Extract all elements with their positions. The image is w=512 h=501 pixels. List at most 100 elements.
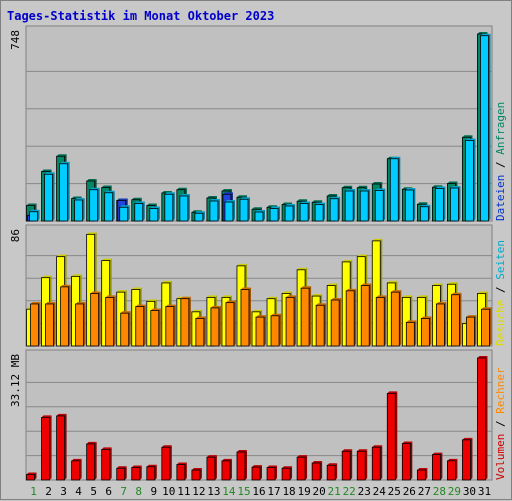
bar-side [350,449,353,480]
bar-seiten-day-24 [375,295,387,347]
bar-face [176,464,186,481]
bar-seiten-day-31 [481,307,492,347]
bar-side [425,468,428,480]
panel-volumen: 33.12 MB Volumen / Rechner [9,349,507,481]
bar-face [389,158,399,222]
bar-volumen-day-18 [281,466,293,481]
bar-face [296,456,306,481]
day-label-5: 5 [90,485,97,498]
bar-seiten-day-26 [405,320,417,347]
bar-face [86,443,96,481]
bar-top [480,33,491,36]
bar-side [232,200,235,221]
bar-top [417,202,428,205]
bar-side [485,356,488,480]
day-label-16: 16 [252,485,265,498]
bar-face [239,198,249,222]
bar-face [74,199,84,222]
bar-side [154,464,157,480]
bar-face [240,289,250,347]
bar-volumen-day-27 [416,468,428,481]
bar-side [335,463,338,480]
day-label-17: 17 [267,485,280,498]
bar-side [489,307,492,346]
bar-side [244,450,247,480]
bar-face [450,187,459,222]
bar-volumen-day-25 [386,391,398,481]
bar-volumen-day-4 [71,458,82,481]
bar-seiten-day-9 [150,308,161,347]
bar-top [119,205,130,208]
day-label-11: 11 [177,485,190,498]
bar-volumen-day-1 [26,472,37,481]
bar-face [356,450,366,481]
bar-top [256,315,266,318]
bar-face [451,294,460,347]
bar-side [214,455,217,480]
bar-seiten-day-4 [75,301,86,347]
bar-volumen-day-3 [56,413,67,481]
bar-top [330,196,341,199]
bar-top [297,455,308,458]
bar-top [345,189,356,191]
bar-side [309,286,312,346]
legend-separator: / [494,414,507,434]
bar-dateien-day-18 [284,204,296,222]
bar-side [217,199,220,221]
day-label-24: 24 [373,485,387,498]
bar-side [308,201,311,221]
bar-side [248,287,251,346]
bar-volumen-day-21 [326,463,338,481]
bar-top [447,458,458,461]
bar-top [195,316,206,319]
bar-face [224,201,234,222]
bar-top [194,211,205,214]
day-label-13: 13 [207,485,220,498]
bar-face [119,206,129,222]
bar-top [71,458,82,461]
y-max-label: 748 [9,30,22,50]
bar-top [375,188,386,191]
bar-face [104,192,114,222]
bar-top [59,161,70,164]
bar-side [38,301,41,346]
bar-top [405,188,416,190]
bar-top [30,301,41,304]
bar-side [365,449,368,480]
bar-top [481,307,492,310]
bar-face [44,173,53,222]
bar-top [271,313,282,316]
bar-top [146,299,157,302]
bar-face [30,303,39,347]
bar-face [191,469,201,481]
bar-top [101,185,112,188]
day-label-2: 2 [45,485,52,498]
bar-top [206,455,217,458]
day-label-8: 8 [135,485,142,498]
chart-title: Tages-Statistik im Monat Oktober 2023 [7,9,274,23]
day-label-27: 27 [418,485,431,498]
bar-side [247,197,250,221]
bar-dateien-day-20 [314,202,326,222]
bar-top [120,311,131,314]
bar-volumen-day-7 [116,466,127,481]
bar-side [473,138,476,221]
day-label-28: 28 [433,485,446,498]
bar-side [188,296,191,346]
bar-seiten-day-7 [120,311,131,347]
day-label-7: 7 [120,485,127,498]
bar-top [447,181,458,184]
bar-top [327,194,338,196]
bar-dateien-day-10 [164,192,175,222]
bar-top [240,287,251,290]
day-label-14: 14 [222,485,236,498]
bar-top [297,267,308,270]
bar-top [447,282,458,285]
bar-face [254,211,264,222]
bar-top [221,189,232,191]
bar-seiten-day-12 [195,316,206,347]
bar-face [135,306,145,347]
bar-top [252,309,262,312]
bar-seiten-day-18 [285,295,297,347]
bar-top [372,445,383,448]
